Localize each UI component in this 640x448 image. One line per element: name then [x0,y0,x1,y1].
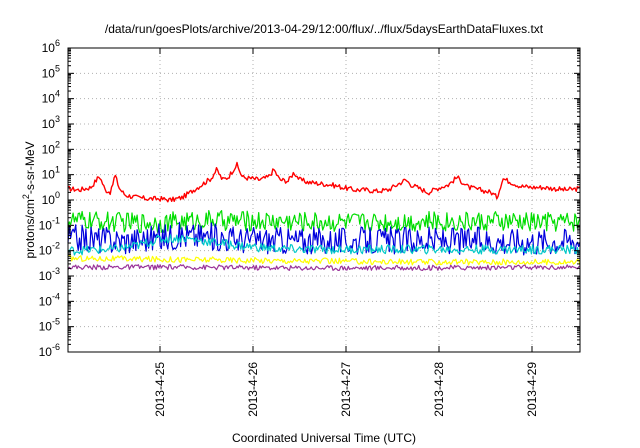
series-line-6 [67,264,581,271]
series-layer [67,161,581,271]
y-tick-label: 105 [42,63,60,80]
series-line-2 [67,210,581,234]
y-tick-label: 106 [42,38,60,55]
grid-lines [68,48,580,352]
y-tick-label: 102 [42,139,60,156]
x-tick-label: 2013-4-28 [432,362,446,417]
y-axis-title-part-1: protons/cm [23,199,37,258]
series-line-4 [67,234,581,256]
y-axis-title-part-2: -s-sr-MeV [23,141,37,194]
x-tick-label: 2013-4-25 [153,362,167,417]
x-tick-label: 2013-4-29 [525,362,539,417]
x-axis-title: Coordinated Universal Time (UTC) [232,431,416,445]
y-axis-title-sup: 2 [21,194,31,199]
series-line-5 [67,255,581,266]
y-tick-label: 10-1 [39,215,60,232]
y-tick-label: 10-4 [39,291,60,308]
y-tick-label: 10-5 [39,317,60,334]
x-tick-label: 2013-4-26 [246,362,260,417]
series-line-1 [68,161,581,203]
y-tick-label: 10-2 [39,241,60,258]
x-axis: 2013-4-25 2013-4-26 2013-4-27 2013-4-28 2013… [153,48,539,417]
y-tick-label: 100 [42,190,60,207]
y-tick-label: 101 [42,165,60,182]
y-axis-title: protons/cm2-s-sr-MeV [21,141,37,258]
y-tick-label: 104 [42,89,60,106]
y-tick-label: 10-3 [39,266,60,283]
chart-title: /data/run/goesPlots/archive/2013-04-29/1… [105,22,544,36]
y-tick-label: 103 [42,114,60,131]
y-tick-label: 10-6 [39,342,60,359]
y-axis: 10-6 10-5 10-4 10-3 10-2 10-1 100 101 102 103 104 1… [39,38,580,359]
x-tick-label: 2013-4-27 [339,362,353,417]
